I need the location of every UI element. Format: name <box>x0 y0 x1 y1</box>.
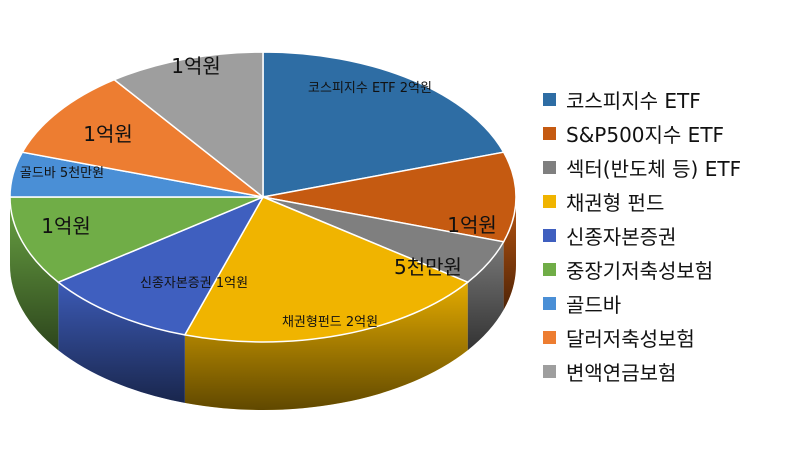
legend-swatch <box>543 194 556 208</box>
legend-item: 중장기저축성보험 <box>543 252 741 286</box>
legend-item: 골드바 <box>543 286 741 320</box>
slice-4-side-shade <box>184 282 468 410</box>
slice-5-label: 신종자본증권 1억원 <box>140 276 248 291</box>
legend-swatch <box>543 364 556 378</box>
slice-4 <box>183 196 470 343</box>
slice-3-side-shade <box>467 241 504 351</box>
legend-swatch <box>543 262 556 276</box>
legend-item: 코스피지수 ETF <box>543 82 741 116</box>
legend-swatch <box>543 160 556 174</box>
legend-item: 달러저축성보험 <box>543 320 741 354</box>
legend-label: 코스피지수 ETF <box>566 88 701 113</box>
legend-swatch <box>543 92 556 106</box>
pie-top-faces <box>9 51 517 343</box>
slice-9-label: 1억원 <box>171 54 221 78</box>
slice-2 <box>262 151 517 243</box>
legend-label: 달러저축성보험 <box>566 326 695 351</box>
legend-label: 중장기저축성보험 <box>566 258 714 283</box>
slice-1 <box>262 51 505 198</box>
slice-5-side-shade <box>58 282 185 403</box>
legend-item: S&P500지수 ETF <box>543 116 741 150</box>
slice-6-side-shade <box>10 197 59 351</box>
legend-item: 신종자본증권 <box>543 218 741 252</box>
legend-item: 채권형 펀드 <box>543 184 741 218</box>
legend-item: 섹터(반도체 등) ETF <box>543 150 741 184</box>
slice-7-label: 골드바 5천만원 <box>20 166 104 181</box>
legend-swatch <box>543 330 556 344</box>
slice-2-side-shade <box>503 197 516 310</box>
legend-swatch <box>543 296 556 310</box>
slice-6-label: 1억원 <box>41 214 91 238</box>
slice-2-label: 1억원 <box>447 213 497 237</box>
slice-4-label: 채권형펀드 2억원 <box>282 315 378 330</box>
legend-swatch <box>543 126 556 140</box>
pie-side-walls <box>10 197 516 410</box>
slice-9 <box>112 51 264 199</box>
legend-item: 변액연금보험 <box>543 354 741 388</box>
slice-5 <box>56 195 265 336</box>
slice-8 <box>21 78 264 198</box>
slice-8-label: 1억원 <box>83 122 133 146</box>
legend-label: 골드바 <box>566 292 622 317</box>
legend-label: 채권형 펀드 <box>566 190 665 215</box>
chart-legend: 코스피지수 ETF S&P500지수 ETF 섹터(반도체 등) ETF 채권형 펀드… <box>543 82 741 388</box>
slice-1-label: 코스피지수 ETF 2억원 <box>308 81 432 96</box>
slice-3-label: 5천만원 <box>394 255 462 279</box>
legend-label: 변액연금보험 <box>566 360 677 385</box>
legend-label: 섹터(반도체 등) ETF <box>566 156 742 181</box>
legend-label: 신종자본증권 <box>566 224 677 249</box>
legend-label: S&P500지수 ETF <box>566 122 725 147</box>
slice-6 <box>9 196 264 284</box>
legend-swatch <box>543 228 556 242</box>
